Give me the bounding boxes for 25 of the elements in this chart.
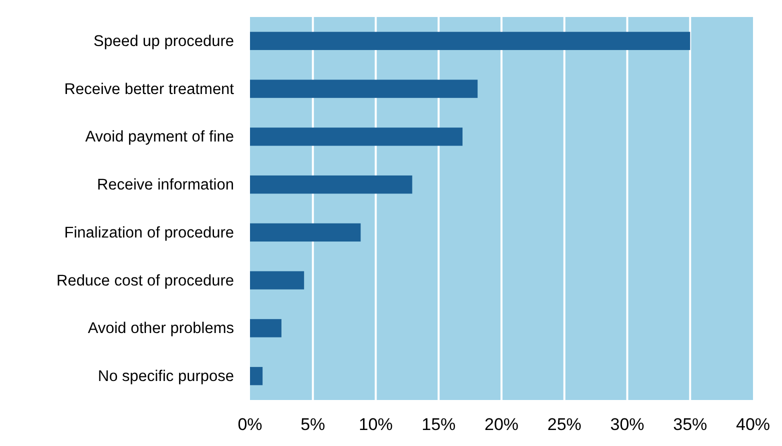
bar: [250, 128, 463, 146]
x-tick-label: 5%: [300, 415, 326, 434]
x-tick-label: 40%: [736, 415, 770, 434]
x-tick-label: 30%: [610, 415, 644, 434]
y-tick-label: Receive information: [97, 176, 234, 194]
y-tick-label: Reduce cost of procedure: [56, 272, 234, 290]
y-tick-label: Finalization of procedure: [64, 224, 234, 242]
x-tick-label: 20%: [484, 415, 519, 434]
x-tick-label: 35%: [673, 415, 708, 434]
y-tick-label: Avoid other problems: [88, 320, 234, 338]
x-tick-label: 0%: [238, 415, 262, 434]
y-tick-label: Avoid payment of fine: [85, 128, 234, 146]
bar: [250, 271, 304, 290]
x-tick-label: 15%: [422, 415, 456, 434]
bar: [250, 366, 263, 386]
bar: [250, 32, 690, 50]
x-tick-label: 10%: [358, 415, 393, 434]
y-tick-label: No specific purpose: [98, 368, 234, 386]
x-tick-label: 25%: [547, 415, 582, 434]
bar: [250, 175, 412, 194]
y-tick-label: Speed up procedure: [94, 32, 234, 50]
bar: [250, 319, 282, 338]
y-tick-label: Receive better treatment: [64, 80, 235, 98]
bar: [250, 80, 478, 98]
bar: [250, 223, 361, 242]
